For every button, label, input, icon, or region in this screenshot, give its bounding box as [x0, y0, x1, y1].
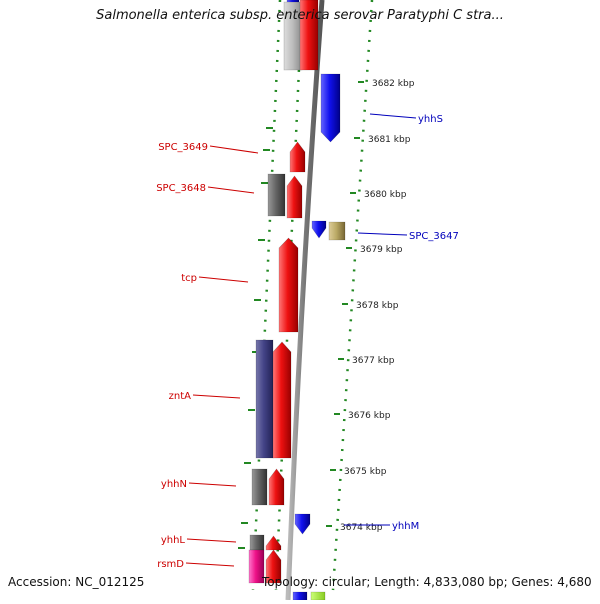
label-leader-line	[185, 562, 235, 567]
scale-ticks: 3682 kbp 3681 kbp 3680 kbp 3679 kbp 3678 kbp…	[326, 79, 415, 533]
dotted-guides	[238, 0, 374, 591]
scale-tick-label: 3681 kbp	[368, 135, 411, 145]
label-leader-line	[192, 394, 241, 399]
scale-tick-label: 3674 kbp	[340, 523, 383, 533]
gene-green-bottom	[310, 591, 326, 601]
label-leader-line	[357, 232, 408, 236]
scale-tick-label: 3682 kbp	[372, 79, 415, 89]
accession-text: Accession: NC_012125	[8, 575, 145, 589]
gene-label-left: rsmD	[157, 559, 184, 570]
gene-yhhM	[294, 513, 311, 535]
gene-tcp	[278, 237, 299, 333]
gene-label-left: SPC_3648	[156, 183, 206, 194]
gene-pink	[248, 549, 265, 584]
gene-SPC_3648	[286, 175, 303, 219]
gene-blue-bottom	[292, 591, 308, 601]
gene-SPC_3649	[289, 141, 306, 173]
gene-purple	[255, 339, 274, 459]
gene-yhhS	[320, 73, 341, 143]
scale-tick-label: 3676 kbp	[348, 411, 391, 421]
gene-label-right: yhhS	[418, 114, 443, 125]
genome-title: Salmonella enterica subsp. enterica sero…	[96, 8, 504, 23]
gene-label-right: SPC_3647	[409, 231, 459, 242]
scale-tick-label: 3679 kbp	[360, 245, 403, 255]
gene-rsmD	[265, 549, 282, 584]
label-leader-line	[198, 276, 249, 283]
gene-gray-1	[267, 173, 286, 217]
gene-label-left: SPC_3649	[158, 142, 208, 153]
gene-label-left: zntA	[169, 391, 192, 402]
backbone-line	[285, 0, 325, 601]
label-leader-line	[209, 145, 259, 154]
gene-red-top	[299, 0, 319, 71]
gene-label-left: yhhL	[161, 535, 186, 546]
label-leader-line	[369, 113, 417, 119]
gene-label-right: yhhM	[392, 521, 419, 532]
gene-label-left: yhhN	[161, 479, 187, 490]
scale-tick-label: 3675 kbp	[344, 467, 387, 477]
gene-gray-3	[249, 534, 265, 551]
gene-SPC_3647	[328, 221, 346, 241]
gene-yhhL	[265, 535, 282, 551]
label-leader-line	[188, 482, 237, 487]
genome-backbone	[285, 0, 325, 601]
gene-yhhN	[268, 468, 285, 506]
topology-text: Topology: circular; Length: 4,833,080 bp…	[262, 575, 592, 589]
gene-gray-2	[251, 468, 268, 506]
label-leader-line	[186, 538, 237, 543]
scale-tick-label: 3678 kbp	[356, 301, 399, 311]
scale-tick-label: 3677 kbp	[352, 356, 395, 366]
gene-features	[248, 0, 346, 601]
gene-label-left: tcp	[181, 273, 197, 284]
label-leader-line	[207, 186, 255, 194]
gene-zntA	[272, 341, 292, 459]
scale-tick-label: 3680 kbp	[364, 190, 407, 200]
gene-SPC_3647-blue	[311, 220, 327, 239]
